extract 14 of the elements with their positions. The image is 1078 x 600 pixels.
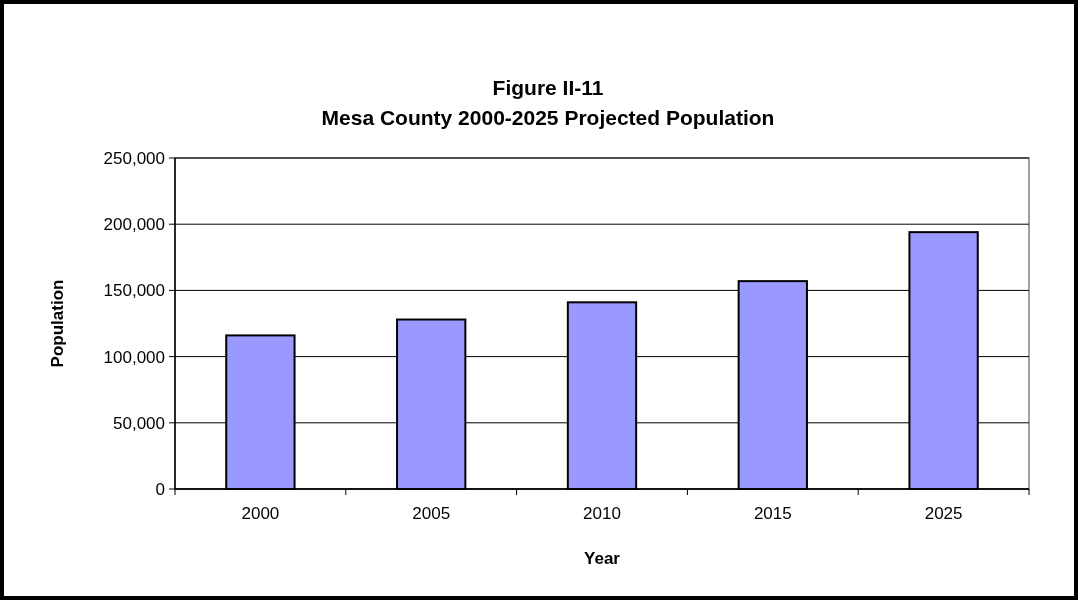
y-axis-title: Population [48, 279, 67, 368]
chart-title: Figure II-11 Mesa County 2000-2025 Projected Population [321, 76, 775, 129]
y-tick-label: 150,000 [103, 281, 165, 301]
y-tick-label: 0 [155, 479, 165, 499]
x-tick-label: 2005 [412, 504, 451, 523]
y-tick-label: 100,000 [103, 347, 165, 367]
y-tick-label: 200,000 [103, 215, 165, 235]
x-tick-label: 2015 [753, 504, 792, 523]
x-tick-label: 2010 [583, 504, 621, 523]
y-tick-label: 50,000 [113, 413, 165, 433]
x-axis-title: Year [584, 549, 621, 568]
x-tick-label: 2025 [924, 504, 963, 523]
x-tick-label: 2000 [241, 504, 280, 523]
y-tick-label: 250,000 [103, 148, 165, 168]
